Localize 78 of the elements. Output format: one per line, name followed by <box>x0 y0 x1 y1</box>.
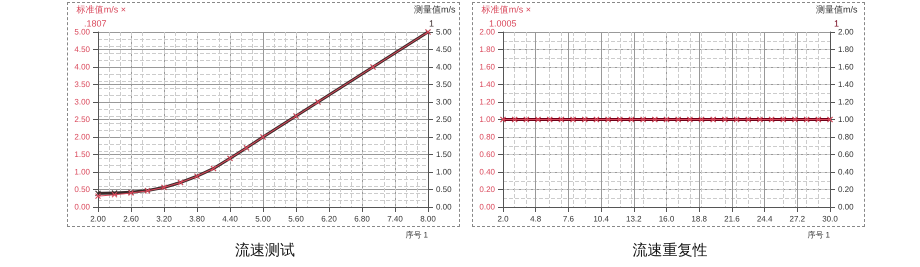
y2-tick-label: 2.00 <box>436 132 452 142</box>
y-tick-label: 1.40 <box>479 80 496 89</box>
y-tick-label: 0.00 <box>74 202 91 212</box>
x-tick-label: 2.60 <box>123 214 140 224</box>
y-tick-label: 2.00 <box>74 132 91 142</box>
x-tick-label: 4.8 <box>530 214 542 224</box>
y2-tick-label: 3.00 <box>436 98 452 106</box>
y-axis-title: 标准值m/s × <box>76 4 126 14</box>
y-tick-label: 3.00 <box>74 98 91 106</box>
x-tick-label: 7.6 <box>562 214 575 224</box>
y-tick-label: 1.50 <box>74 150 91 159</box>
y-tick-label: 0.80 <box>479 132 496 142</box>
x-tick-label: 18.8 <box>691 214 708 224</box>
x-axis-title: 序号 1 <box>405 230 429 240</box>
x-tick-label: 6.80 <box>354 214 370 224</box>
y2-tick-label: 1.00 <box>436 168 452 176</box>
x-tick-label: 24.4 <box>756 214 773 224</box>
y2-tick-label: 1.80 <box>838 45 854 54</box>
y2-tick-label: 0.40 <box>838 168 854 176</box>
x-tick-label: 30.0 <box>822 214 838 224</box>
x-axis-title: 序号 1 <box>807 230 831 240</box>
y-tick-label: 1.00 <box>479 115 496 124</box>
y2-tick-label: 0.60 <box>838 150 854 159</box>
x-tick-label: 3.80 <box>189 214 206 224</box>
y-tick-label: 1.60 <box>479 62 496 72</box>
y-tick-label: 0.60 <box>479 150 496 159</box>
text: 1.0005 <box>489 18 517 28</box>
text: 1 <box>834 18 840 28</box>
y-tick-label: 0.40 <box>479 168 496 176</box>
x-tick-label: 8.00 <box>420 214 436 224</box>
y2-tick-label: 3.50 <box>436 80 452 89</box>
x-tick-label: 7.40 <box>387 214 404 224</box>
y2-axis-title: 测量值m/s <box>414 4 456 14</box>
x-tick-label: 10.4 <box>593 214 610 224</box>
text: 1 <box>428 18 434 28</box>
y2-tick-label: 0.20 <box>838 185 854 194</box>
y2-tick-label: 4.50 <box>436 45 452 54</box>
y2-tick-label: 5.00 <box>436 28 452 36</box>
y-tick-label: 0.50 <box>74 185 91 194</box>
y2-tick-label: 0.80 <box>838 132 854 142</box>
x-tick-label: 4.40 <box>222 214 238 224</box>
y2-tick-label: 0.50 <box>436 185 452 194</box>
y-tick-label: 0.00 <box>479 202 496 212</box>
y-axis-title: 标准值m/s × <box>480 4 531 14</box>
x-tick-label: 21.6 <box>724 214 740 224</box>
y-tick-label: 5.00 <box>74 28 91 36</box>
y2-tick-label: 0.00 <box>838 202 854 212</box>
x-tick-label: 16.0 <box>658 214 675 224</box>
text: 流速重复性 <box>632 242 708 259</box>
x-tick-label: 6.20 <box>321 214 338 224</box>
y2-tick-label: 1.20 <box>838 98 854 106</box>
y2-tick-label: 4.00 <box>436 62 452 72</box>
y-tick-label: 1.80 <box>479 45 496 54</box>
y2-tick-label: 1.00 <box>838 115 854 124</box>
x-tick-label: 27.2 <box>790 214 806 224</box>
y2-tick-label: 1.40 <box>838 80 854 89</box>
y-tick-label: 2.50 <box>74 115 91 124</box>
text: 流速测试 <box>235 242 295 259</box>
text: .1807 <box>84 18 107 28</box>
y2-tick-label: 2.00 <box>838 28 854 36</box>
x-tick-label: 2.00 <box>90 214 106 224</box>
y2-axis-title: 测量值m/s <box>816 4 858 14</box>
x-tick-label: 2.0 <box>497 214 510 224</box>
y-tick-label: 4.00 <box>74 62 91 72</box>
y-tick-label: 2.00 <box>479 28 496 36</box>
y-tick-label: 3.50 <box>74 80 91 89</box>
y2-tick-label: 1.60 <box>838 62 854 72</box>
y2-tick-label: 1.50 <box>436 150 452 159</box>
y-tick-label: 1.20 <box>479 98 496 106</box>
y2-tick-label: 0.00 <box>436 202 452 212</box>
x-tick-label: 5.00 <box>255 214 272 224</box>
y2-tick-label: 2.50 <box>436 115 452 124</box>
x-tick-label: 13.2 <box>626 214 642 224</box>
y-tick-label: 0.20 <box>479 185 496 194</box>
y-tick-label: 1.00 <box>74 168 91 176</box>
x-tick-label: 5.60 <box>288 214 304 224</box>
x-tick-label: 3.20 <box>156 214 172 224</box>
y-tick-label: 4.50 <box>74 45 91 54</box>
